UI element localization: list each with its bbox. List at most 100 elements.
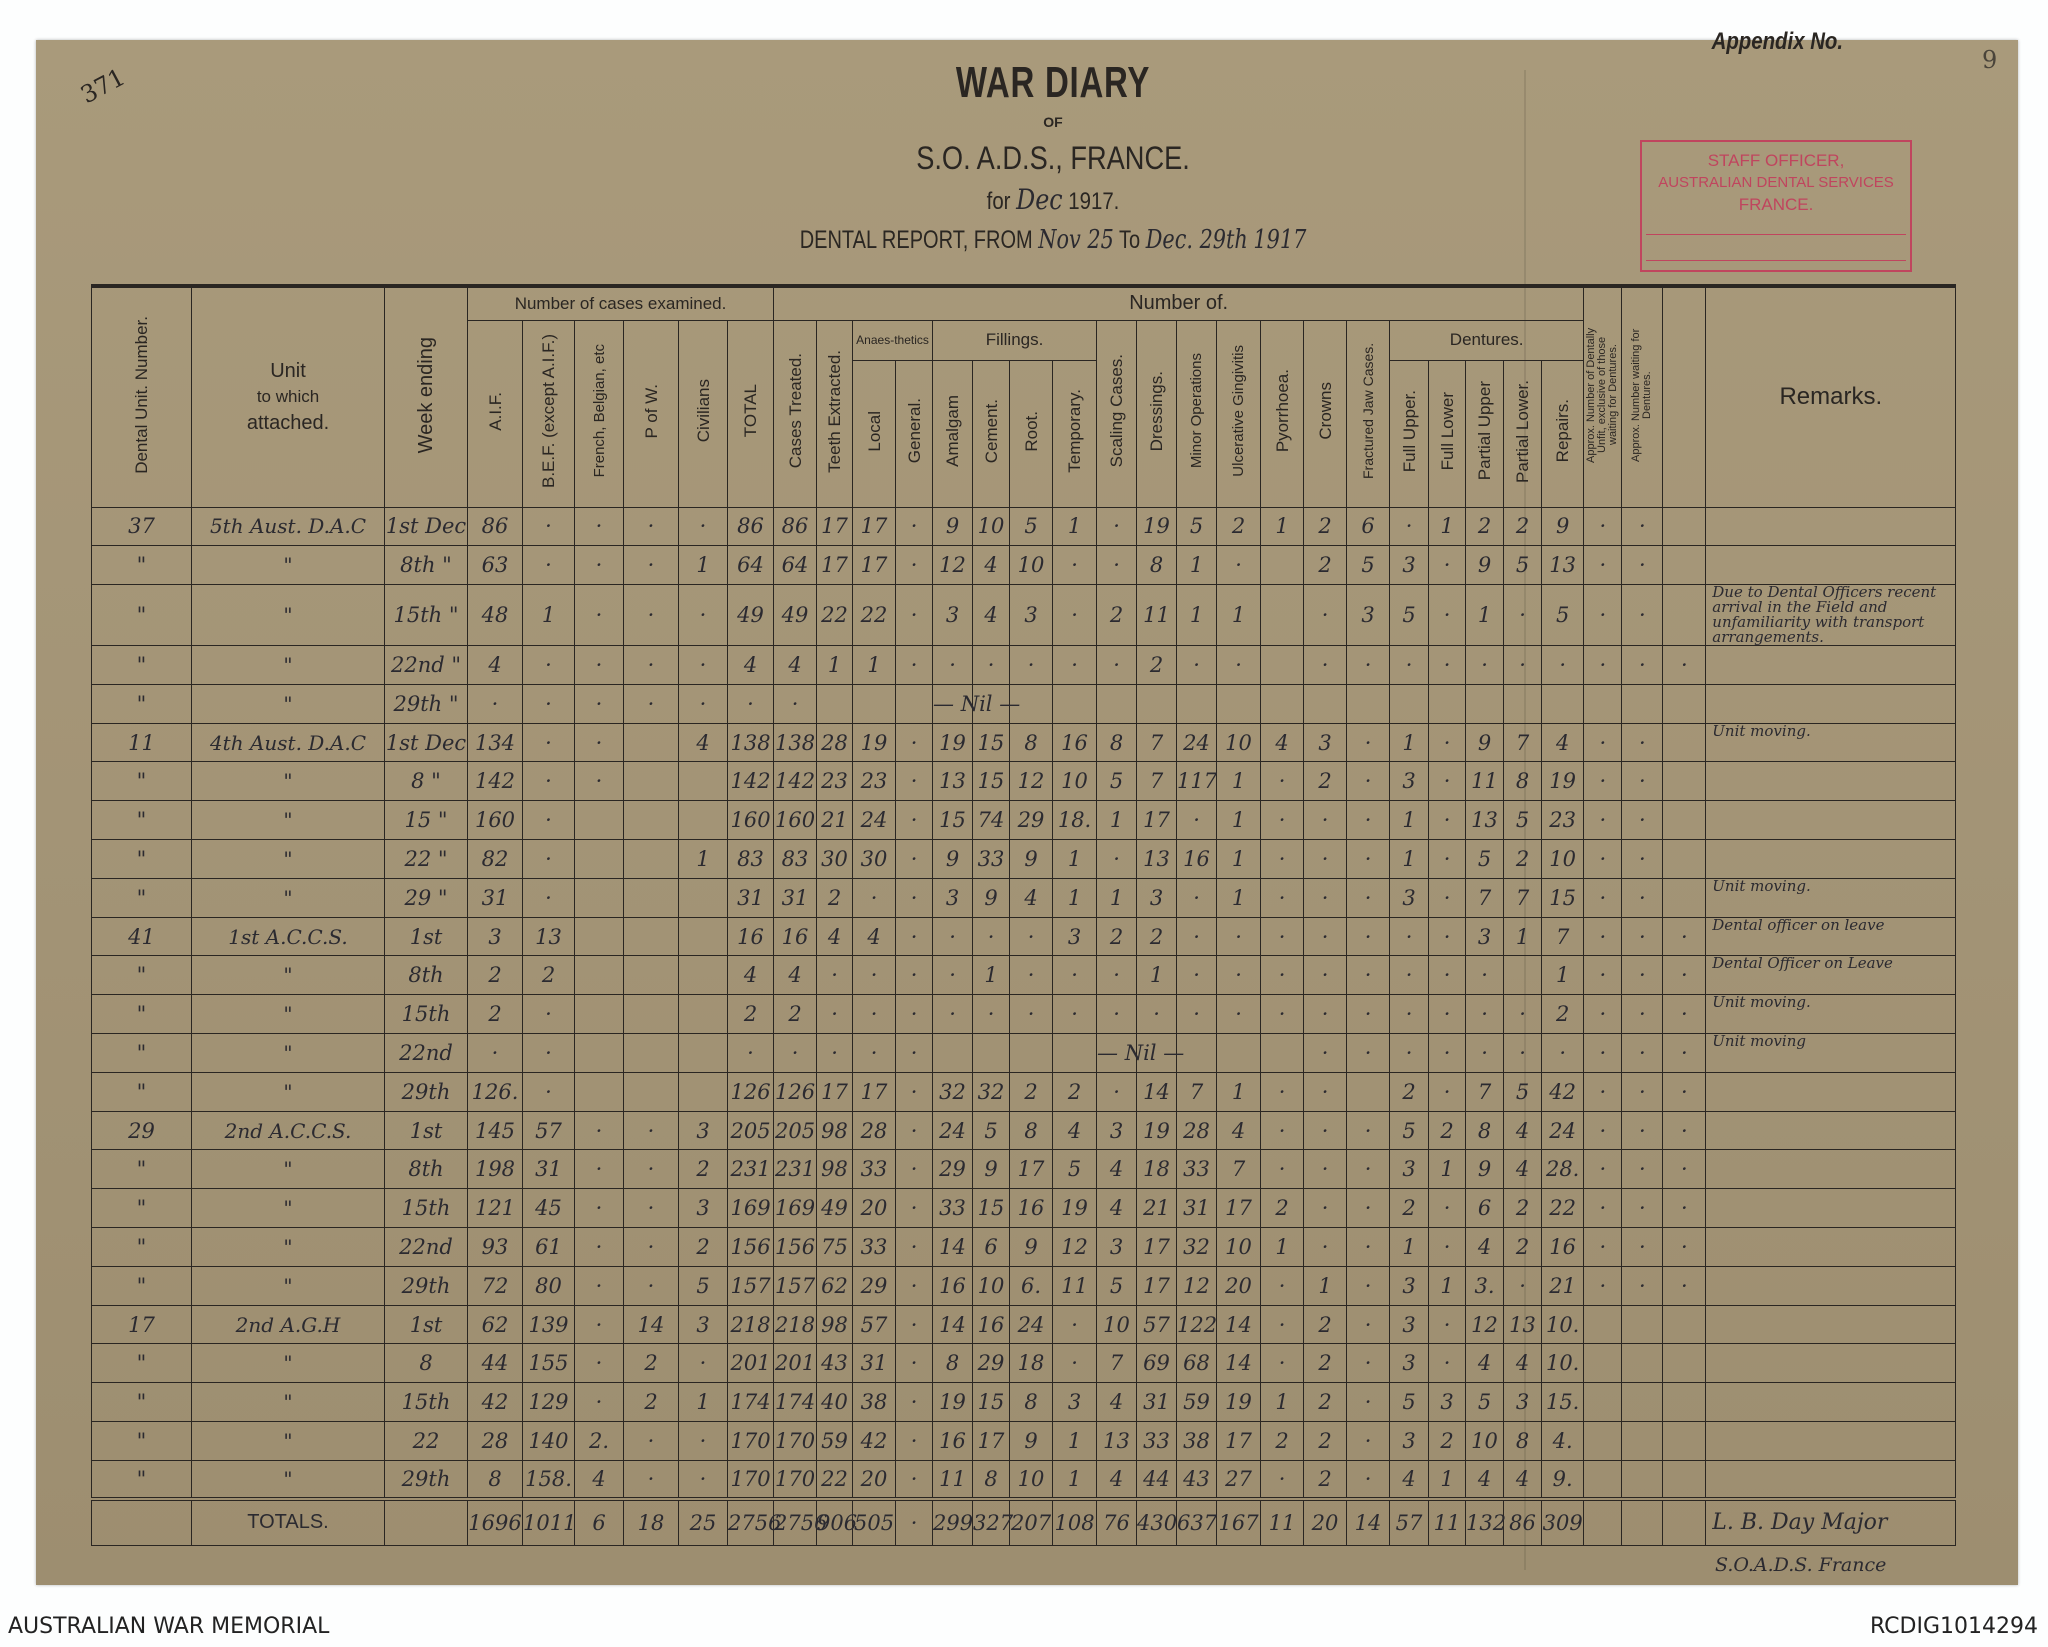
col-pow: P of W.	[623, 319, 679, 508]
table-row: " " 15 " 160 · 160 160 21 24 · 15 74 29 18. 1 17 · 1 · · · 1 ·…	[91, 800, 1957, 841]
table-cell: ·	[895, 722, 934, 763]
table-cell: ·	[852, 955, 897, 996]
table-cell: 4	[678, 722, 728, 763]
table-cell: ·	[1303, 839, 1348, 879]
table-cell: 16	[1176, 839, 1218, 879]
table-cell: 20	[852, 1459, 897, 1500]
table-cell	[1583, 683, 1623, 724]
signature-title: S.O.A.D.S. France	[1715, 1554, 1887, 1576]
remarks-cell	[1705, 1343, 1957, 1384]
table-cell: ·	[574, 645, 624, 685]
table-cell: 17	[852, 1071, 897, 1112]
table-cell: ·	[1303, 994, 1348, 1035]
totals-cell: ·	[895, 1497, 934, 1546]
table-cell: ·	[1176, 877, 1218, 918]
table-cell: 17	[1216, 1421, 1262, 1461]
table-cell: 3	[1096, 1227, 1138, 1267]
table-cell: 33	[1176, 1149, 1218, 1190]
table-cell	[1621, 1382, 1664, 1423]
table-cell: 15	[1541, 877, 1585, 918]
table-cell: 44	[1136, 1459, 1178, 1500]
group-fillings: Fillings.	[932, 319, 1098, 361]
totals-cell: 2756	[726, 1497, 781, 1546]
table-cell: 4	[852, 916, 897, 957]
col-local: Local	[852, 359, 897, 508]
table-cell: 4	[816, 916, 854, 957]
table-cell: ·	[1009, 994, 1054, 1035]
table-cell: 4	[1503, 1343, 1543, 1384]
col-repairs: Repairs.	[1541, 359, 1585, 508]
table-cell: 4.	[1541, 1421, 1585, 1461]
table-cell: ·	[522, 877, 575, 918]
table-cell: ·	[1583, 584, 1623, 647]
table-cell: "	[191, 761, 385, 802]
table-cell: 201	[726, 1343, 775, 1384]
table-cell: ·	[1662, 1110, 1707, 1151]
remarks-cell: Unit moving.	[1705, 877, 1957, 918]
table-cell	[623, 1071, 679, 1112]
table-cell	[1346, 1071, 1391, 1112]
table-cell: ·	[1346, 1188, 1391, 1229]
table-cell: ·	[623, 645, 679, 685]
table-cell: 3	[1346, 584, 1391, 647]
table-cell: 45	[522, 1188, 575, 1229]
table-cell: 3	[678, 1304, 728, 1345]
table-cell: "	[91, 1459, 192, 1500]
totals-cell: 57	[1389, 1497, 1430, 1546]
table-cell: 15th	[384, 1188, 468, 1229]
totals-cell: 11	[1260, 1497, 1305, 1546]
table-cell: ·	[1428, 877, 1467, 918]
table-cell: ·	[895, 1033, 934, 1073]
table-cell: ·	[1346, 722, 1391, 763]
table-cell: 1	[1389, 1227, 1430, 1267]
table-cell: 129	[522, 1382, 575, 1423]
table-cell: ·	[1303, 800, 1348, 841]
table-cell: ·	[678, 1421, 728, 1461]
table-cell: ·	[895, 1071, 934, 1112]
table-cell: 16	[1009, 1188, 1054, 1229]
table-cell: ·	[522, 839, 575, 879]
table-cell: ·	[1583, 506, 1623, 547]
table-cell: 75	[816, 1227, 854, 1267]
table-cell: 2	[623, 1382, 679, 1423]
table-cell: ·	[574, 1227, 624, 1267]
table-cell: "	[91, 1343, 192, 1384]
table-cell: 2	[1303, 1304, 1348, 1345]
table-cell: ·	[895, 955, 934, 996]
remarks-cell	[1705, 1382, 1957, 1423]
table-cell: 6	[972, 1227, 1011, 1267]
table-cell	[1662, 761, 1707, 802]
table-cell: 126.	[467, 1071, 523, 1112]
table-cell: ·	[932, 916, 974, 957]
table-cell: 1	[1052, 1421, 1098, 1461]
table-cell: "	[91, 645, 192, 685]
table-cell: ·	[1621, 1149, 1664, 1190]
table-cell: 22 "	[384, 839, 468, 879]
table-cell: 1	[972, 955, 1011, 996]
table-cell: ·	[522, 994, 575, 1035]
table-cell: ·	[623, 1459, 679, 1500]
table-cell: ·	[1346, 1110, 1391, 1151]
table-cell: 57	[852, 1304, 897, 1345]
table-cell: 74	[972, 800, 1011, 841]
table-cell: 2	[678, 1227, 728, 1267]
table-cell	[1621, 683, 1664, 724]
table-cell: 4	[1216, 1110, 1262, 1151]
table-cell: "	[191, 1343, 385, 1384]
table-cell	[1136, 1033, 1178, 1073]
table-cell: 3	[1389, 761, 1430, 802]
table-cell: 14	[1216, 1343, 1262, 1384]
table-cell: ·	[1009, 955, 1054, 996]
table-cell: 138	[773, 722, 818, 763]
col-dental-unit: Dental Unit. Number.	[91, 284, 192, 508]
table-cell: 24	[1176, 722, 1218, 763]
page-title: WAR DIARY	[955, 58, 1151, 107]
table-cell: ·	[1503, 994, 1543, 1035]
table-cell: "	[191, 800, 385, 841]
table-cell: ·	[1621, 955, 1664, 996]
table-row: " " 29th " · · · · · · · — Nil —	[91, 683, 1957, 724]
table-cell: 13	[1136, 839, 1178, 879]
table-cell: ·	[1303, 645, 1348, 685]
title-of: OF	[1043, 114, 1063, 130]
table-cell: "	[91, 1149, 192, 1190]
